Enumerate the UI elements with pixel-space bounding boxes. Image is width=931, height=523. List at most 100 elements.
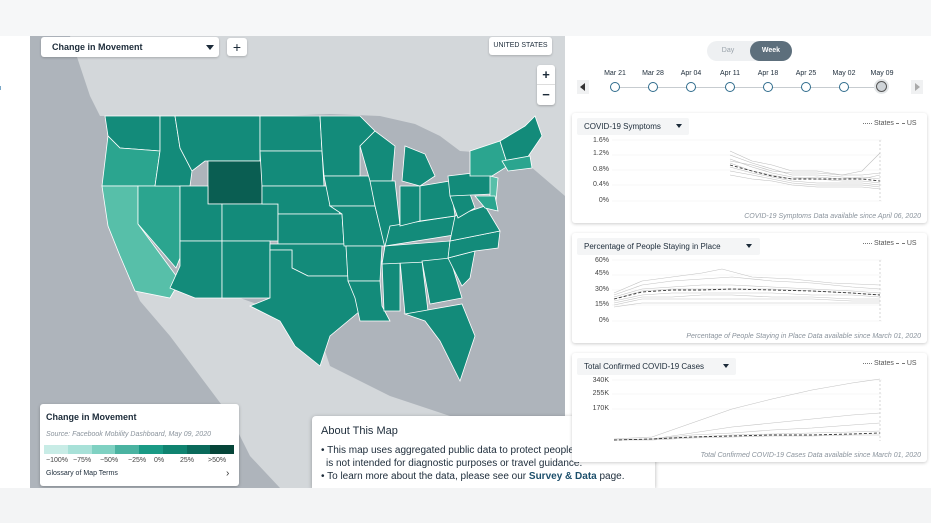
week-toggle-option[interactable]: Week bbox=[750, 41, 792, 61]
timeline-dot[interactable] bbox=[839, 82, 849, 92]
zoom-in-button[interactable]: + bbox=[537, 65, 555, 85]
timeline-date-label: Mar 21 bbox=[604, 70, 626, 77]
state-md bbox=[474, 195, 499, 212]
legend-tick: −100% bbox=[46, 457, 68, 464]
state-nm bbox=[221, 240, 271, 299]
card-note: Total Confirmed COVID-19 Cases Data avai… bbox=[700, 452, 921, 459]
zoom-control: + − bbox=[537, 65, 555, 105]
state-ar bbox=[345, 245, 383, 282]
legend-states: States bbox=[874, 240, 894, 247]
timeline-dot-selected[interactable] bbox=[876, 81, 887, 92]
glossary-link[interactable]: Glossary of Map Terms bbox=[46, 470, 118, 477]
timeline-date-label: Apr 04 bbox=[680, 70, 702, 77]
chevron-right-icon[interactable]: › bbox=[226, 468, 230, 479]
cases-metric-dropdown[interactable]: Total Confirmed COVID-19 Cases bbox=[577, 358, 736, 375]
card-note: COVID-19 Symptoms Data available since A… bbox=[744, 213, 921, 220]
timeline-date-label: May 02 bbox=[832, 70, 856, 77]
state-ks bbox=[277, 213, 345, 245]
legend-swatch bbox=[44, 445, 68, 454]
legend-swatch bbox=[67, 445, 92, 454]
timeline-dot[interactable] bbox=[648, 82, 658, 92]
chevron-left-icon bbox=[580, 83, 585, 91]
about-text-line: • This map uses aggregated public data t… bbox=[321, 445, 637, 456]
legend-tick: −50% bbox=[100, 457, 119, 464]
state-co bbox=[221, 203, 279, 242]
timeline-dot[interactable] bbox=[801, 82, 811, 92]
timeline-next-button[interactable] bbox=[911, 80, 923, 94]
card-title: COVID-19 Symptoms bbox=[584, 122, 661, 131]
day-toggle-option[interactable]: Day bbox=[721, 47, 735, 54]
cases-chart bbox=[612, 378, 882, 441]
day-week-toggle: Day Week bbox=[707, 41, 792, 61]
staying-metric-dropdown[interactable]: Percentage of People Staying in Place bbox=[577, 238, 760, 255]
state-mi bbox=[401, 145, 436, 187]
timeline-prev-button[interactable] bbox=[577, 80, 589, 94]
legend-tick: −75% bbox=[73, 457, 92, 464]
state-tx bbox=[249, 249, 361, 367]
y-tick: 255K bbox=[592, 390, 609, 397]
legend-tick: >50% bbox=[208, 457, 227, 464]
legend-color-scale bbox=[44, 445, 234, 454]
y-tick: 1.2% bbox=[593, 150, 609, 157]
state-ma-ct bbox=[501, 155, 533, 172]
staying-chart bbox=[612, 259, 882, 322]
chevron-down-icon bbox=[676, 124, 682, 128]
card-legend: States US bbox=[863, 240, 917, 247]
add-metric-button[interactable]: + bbox=[227, 38, 247, 56]
survey-data-link[interactable]: Survey & Data bbox=[528, 471, 597, 482]
timeline-dot[interactable] bbox=[610, 82, 620, 92]
y-tick: 340K bbox=[592, 377, 609, 384]
legend-swatch bbox=[115, 445, 139, 454]
legend-tick: 25% bbox=[180, 457, 195, 464]
y-tick: 30% bbox=[594, 286, 609, 293]
legend-swatch bbox=[139, 445, 163, 454]
state-in bbox=[399, 185, 421, 227]
state-wi bbox=[359, 130, 396, 182]
legend-swatch bbox=[162, 445, 187, 454]
timeline-date-label: Mar 28 bbox=[642, 70, 664, 77]
symptoms-card: COVID-19 Symptoms States US 1.6% 1.2% 0.… bbox=[572, 113, 927, 223]
symptoms-metric-dropdown[interactable]: COVID-19 Symptoms bbox=[577, 118, 689, 135]
legend-us: US bbox=[906, 120, 917, 127]
top-bar bbox=[0, 0, 931, 36]
card-title: Percentage of People Staying in Place bbox=[584, 242, 721, 251]
metric-selector-dropdown[interactable]: Change in Movement bbox=[41, 37, 219, 57]
legend-source: Source: Facebook Mobility Dashboard, May… bbox=[46, 431, 211, 438]
legend-swatch bbox=[210, 445, 234, 454]
timeline-date-label: Apr 25 bbox=[795, 70, 817, 77]
y-tick: 0% bbox=[598, 317, 609, 324]
y-tick: 1.6% bbox=[593, 137, 609, 144]
region-button[interactable]: UNITED STATES bbox=[489, 37, 552, 55]
us-series-line bbox=[613, 432, 881, 441]
y-tick: 0% bbox=[598, 197, 609, 204]
timeline-date-label: Apr 18 bbox=[757, 70, 779, 77]
date-timeline: Mar 21 Mar 28 Apr 04 Apr 11 Apr 18 Apr 2… bbox=[577, 66, 924, 104]
timeline-dot[interactable] bbox=[763, 82, 773, 92]
card-legend: States US bbox=[863, 360, 917, 367]
zoom-out-button[interactable]: − bbox=[542, 87, 550, 102]
chevron-down-icon bbox=[723, 364, 729, 368]
legend-tick: 0% bbox=[154, 457, 165, 464]
state-wy bbox=[207, 160, 263, 205]
timeline-dot[interactable] bbox=[686, 82, 696, 92]
y-tick: 0.4% bbox=[593, 181, 609, 188]
timeline-date-label: May 09 bbox=[870, 70, 894, 77]
timeline-track bbox=[614, 87, 882, 88]
card-title: Total Confirmed COVID-19 Cases bbox=[584, 362, 705, 371]
legend-us: US bbox=[906, 240, 917, 247]
us-series-line bbox=[729, 164, 881, 182]
bottom-bar bbox=[0, 488, 931, 523]
state-ga bbox=[421, 257, 463, 305]
about-text-line: • To learn more about the data, please s… bbox=[321, 471, 625, 482]
state-sd bbox=[259, 150, 325, 187]
about-text-prefix: • To learn more about the data, please s… bbox=[321, 471, 527, 482]
timeline-dot[interactable] bbox=[725, 82, 735, 92]
y-tick: 170K bbox=[592, 405, 609, 412]
card-note: Percentage of People Staying in Place Da… bbox=[686, 333, 921, 340]
state-ms bbox=[381, 260, 401, 312]
legend-title: Change in Movement bbox=[46, 412, 137, 422]
timeline-date-label: Apr 11 bbox=[719, 70, 741, 77]
y-tick: 0.8% bbox=[593, 166, 609, 173]
staying-in-place-card: Percentage of People Staying in Place St… bbox=[572, 233, 927, 343]
legend-swatch bbox=[186, 445, 211, 454]
